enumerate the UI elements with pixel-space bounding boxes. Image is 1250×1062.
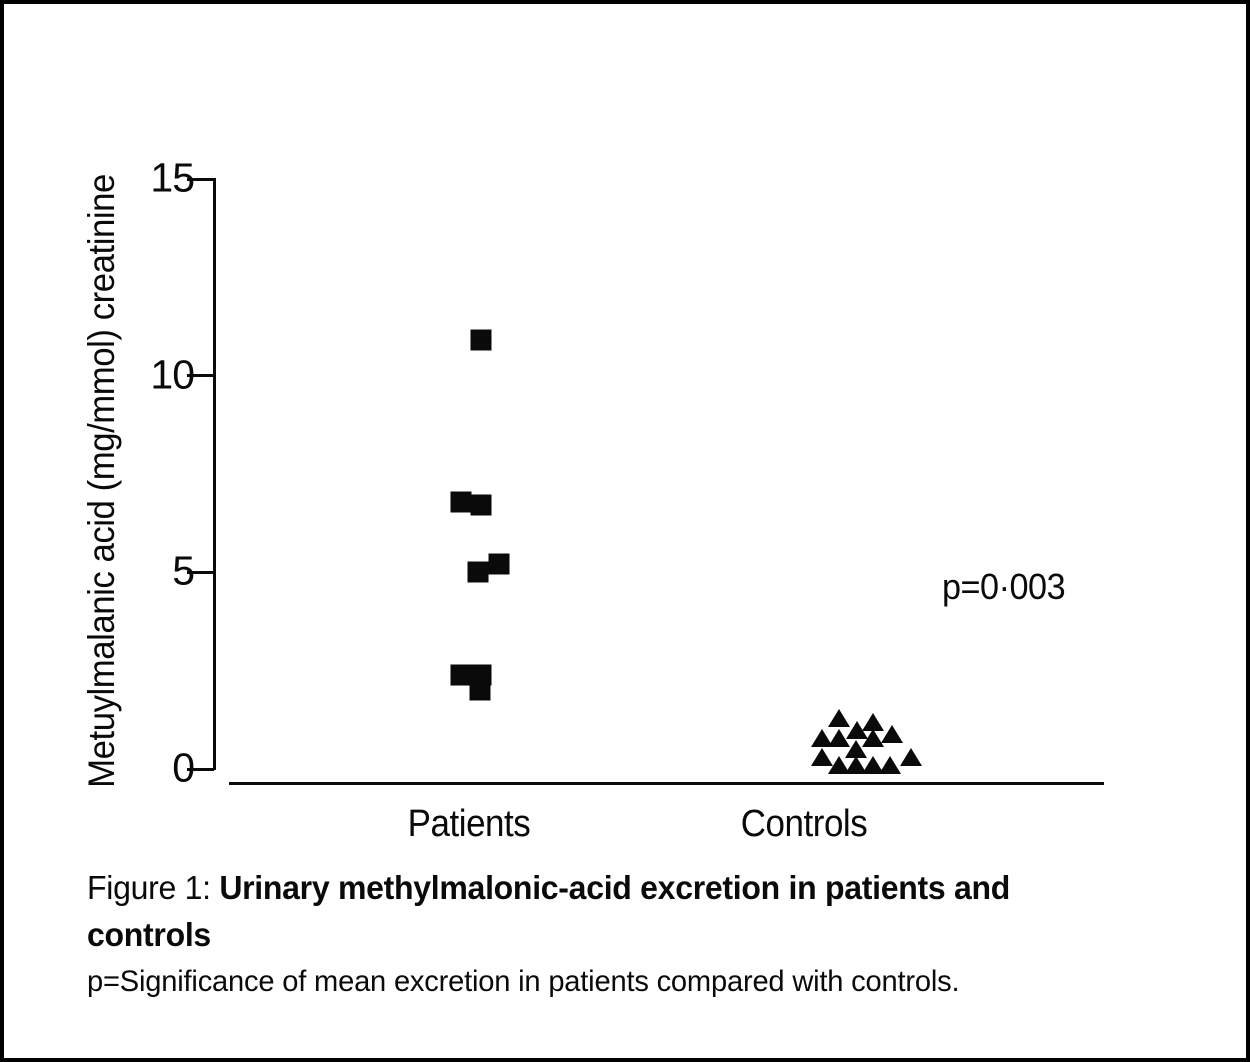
caption-note: p=Significance of mean excretion in pati… xyxy=(87,965,960,998)
caption-title-line1: Figure 1: Urinary methylmalonic-acid exc… xyxy=(87,864,1164,911)
patients-data-point-square xyxy=(488,553,510,575)
patients-data-point-square xyxy=(467,561,489,583)
x-axis-line xyxy=(229,782,1104,785)
patients-data-point-square xyxy=(450,664,472,686)
controls-data-point-triangle xyxy=(811,728,833,747)
controls-data-point-triangle xyxy=(900,748,922,767)
figure-caption: Figure 1: Urinary methylmalonic-acid exc… xyxy=(87,864,1197,1003)
controls-data-point-triangle xyxy=(828,728,850,747)
y-axis-tick-mark xyxy=(187,374,214,378)
controls-data-point-triangle xyxy=(828,756,850,775)
controls-data-point-triangle xyxy=(845,756,867,775)
y-axis-tick-mark xyxy=(187,767,214,771)
patients-data-point-square xyxy=(469,679,491,701)
controls-data-point-triangle xyxy=(862,728,884,747)
controls-data-point-triangle xyxy=(881,724,903,743)
patients-data-point-square xyxy=(470,494,492,516)
controls-data-point-triangle xyxy=(879,756,901,775)
patients-data-point-square xyxy=(470,329,492,351)
y-axis-tick-label: 5 xyxy=(172,547,195,594)
y-axis-tick-label: 0 xyxy=(172,744,195,791)
patients-data-point-square xyxy=(450,491,472,513)
p-value-annotation: p=0·003 xyxy=(942,566,1066,607)
caption-title-text: Urinary methylmalonic-acid excretion in … xyxy=(219,869,1010,906)
caption-figure-number: Figure 1: xyxy=(87,869,220,906)
controls-data-point-triangle xyxy=(828,708,850,727)
y-axis-tick-label: 15 xyxy=(150,154,195,201)
controls-data-point-triangle xyxy=(862,756,884,775)
controls-data-point-triangle xyxy=(845,740,867,759)
x-axis-label-controls: Controls xyxy=(740,803,868,845)
y-axis-tick-label: 10 xyxy=(150,351,195,398)
plot-area: Metuylmalanic acid (mg/mmol) creatinine … xyxy=(4,4,1246,1058)
y-axis-tick-mark xyxy=(187,177,214,181)
caption-title-line2: controls xyxy=(87,916,211,953)
x-axis-label-patients: Patients xyxy=(407,803,531,845)
y-axis-tick-mark xyxy=(187,570,214,574)
y-axis-title: Metuylmalanic acid (mg/mmol) creatinine xyxy=(81,174,122,788)
y-axis-line xyxy=(213,178,216,770)
controls-data-point-triangle xyxy=(811,748,833,767)
